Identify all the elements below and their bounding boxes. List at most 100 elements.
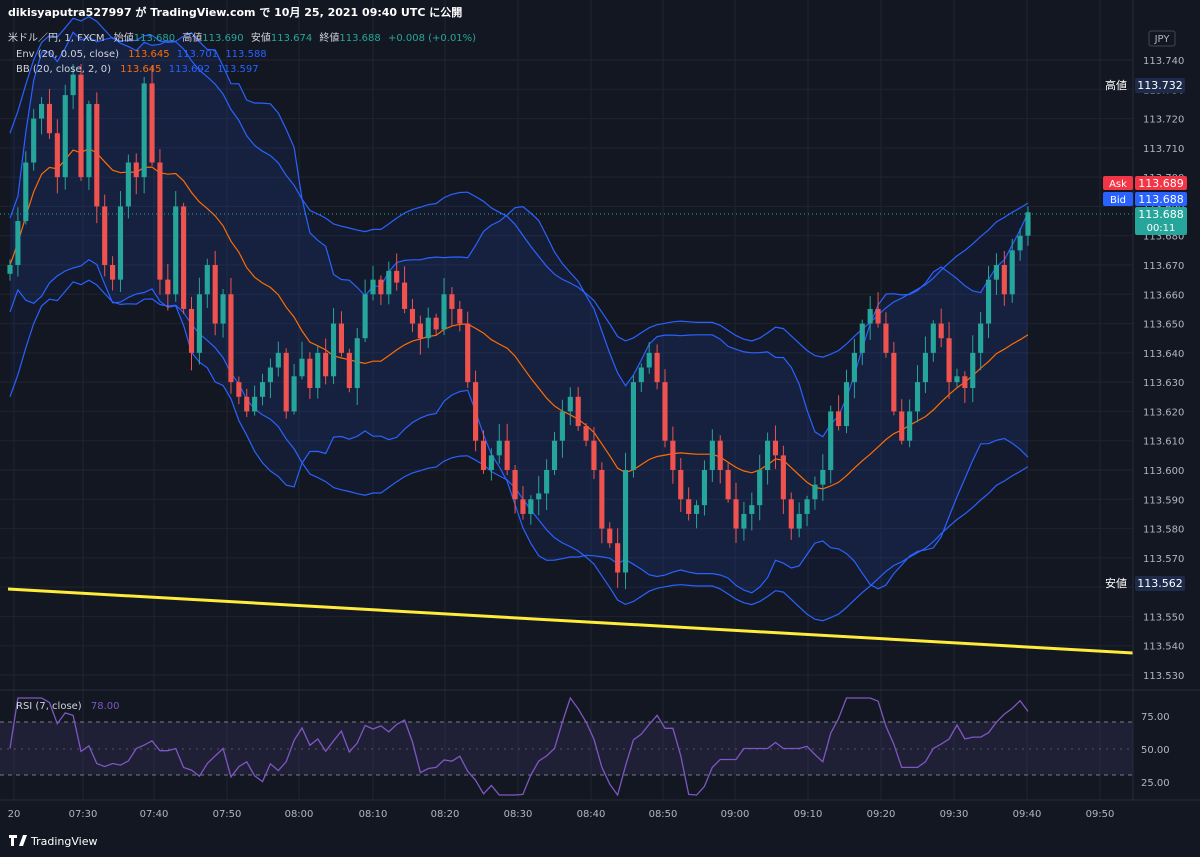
time-tick-label: 08:50 [649,809,678,820]
candle [394,253,400,291]
candle-body [252,396,258,412]
candle-body [836,411,842,427]
price-tick-label: 113.600 [1143,466,1184,477]
candle-body [15,221,21,265]
rsi-tick-label: 25.00 [1141,778,1170,789]
candle [709,429,715,483]
candle-body [693,505,700,514]
symbol-ohlc-line[interactable]: 米ドル／円, 1, FXCM 始値113.680 高値113.690 安値113… [8,31,476,44]
tradingview-logo[interactable]: TradingView [9,835,97,848]
candle [780,445,786,514]
candle-body [346,352,352,388]
candle [457,301,463,332]
candle-body [70,74,76,96]
bb-upper-line [9,31,1029,438]
env-legend[interactable]: Env (20, 0.05, close) 113.645 113.701 11… [16,49,267,60]
candle-body [102,206,108,265]
price-tick-label: 113.590 [1143,495,1184,506]
time-tick-label: 09:10 [794,809,823,820]
candle-body [599,470,605,529]
candle [173,191,179,302]
candle-body [212,265,218,324]
candle-body [330,323,337,377]
candle [970,335,976,403]
candle-body [323,352,329,377]
candle-body [851,352,857,383]
price-tick-label: 113.650 [1143,320,1184,331]
candle-body [757,470,763,506]
time-tick-label: 08:30 [504,809,533,820]
candle-body [244,396,250,412]
candle [299,341,305,380]
candle [607,522,613,548]
candle [315,346,321,399]
bb-legend[interactable]: BB (20, close, 2, 0) 113.645 113.692 113… [16,64,259,75]
candle-body [259,382,266,397]
candle-body [236,382,242,397]
env-lower-line [9,279,1029,622]
time-tick-label: 07:50 [213,809,242,820]
candle-body [110,265,116,280]
candle-body [828,411,834,470]
candle-body [812,484,818,500]
candle [307,352,313,399]
low-label: 安値 [251,31,271,44]
ask-label: Ask [1109,179,1127,190]
candle [520,486,526,520]
time-tick-label: 20 [8,809,21,820]
candle [480,430,487,474]
candle [638,363,644,393]
candle-body [165,279,171,295]
candle [741,501,747,541]
candle-body [488,455,494,470]
low-value: 113.674 [271,33,312,44]
candle [820,454,826,501]
candle-body [796,513,802,529]
candle-body [196,294,202,353]
candle [938,308,944,348]
candle-body [741,513,747,529]
candle-body [141,83,147,178]
candle-body [291,376,297,412]
env-fill [10,16,1028,621]
candle-body [622,470,629,573]
env-upper-line [9,15,1029,358]
candle [402,266,408,314]
candle [86,100,92,190]
candle-body [701,470,708,506]
candle-body [646,352,652,368]
candle-body [417,323,423,339]
bb-upper-value: 113.692 [169,64,210,75]
time-axis-ticks: 20 07:30 07:40 07:50 08:00 08:10 08:20 08:30 08:… [8,809,1115,820]
candle-body [86,103,92,178]
candle [425,307,431,348]
candle-body [559,411,565,441]
candle [417,315,423,355]
candle-body [520,499,526,514]
last-price-value: 113.688 [1138,208,1184,221]
candle-body [946,338,952,383]
candle [985,265,992,339]
candle [662,369,668,448]
trend-line[interactable] [7,587,1134,655]
candle-body [733,499,739,529]
publisher-line: dikisyaputra527997 が TradingView.com で 1… [8,5,462,19]
high-tag-label: 高値 [1105,78,1127,92]
candle-body [188,308,195,353]
candle [117,191,124,292]
candle [1009,238,1015,303]
candle-body [267,367,273,383]
candle-body [299,358,305,377]
currency-badge[interactable] [1148,30,1176,47]
candle [615,528,621,588]
candle-body [985,279,992,324]
candle-body [575,396,581,427]
rsi-legend[interactable]: RSI (7, close) 78.00 [16,701,120,712]
env-label: Env (20, 0.05, close) [16,49,119,60]
candle [465,311,471,388]
brand-label: TradingView [30,835,97,848]
candle [102,194,108,277]
candle [843,369,850,434]
candle-body [544,470,550,494]
